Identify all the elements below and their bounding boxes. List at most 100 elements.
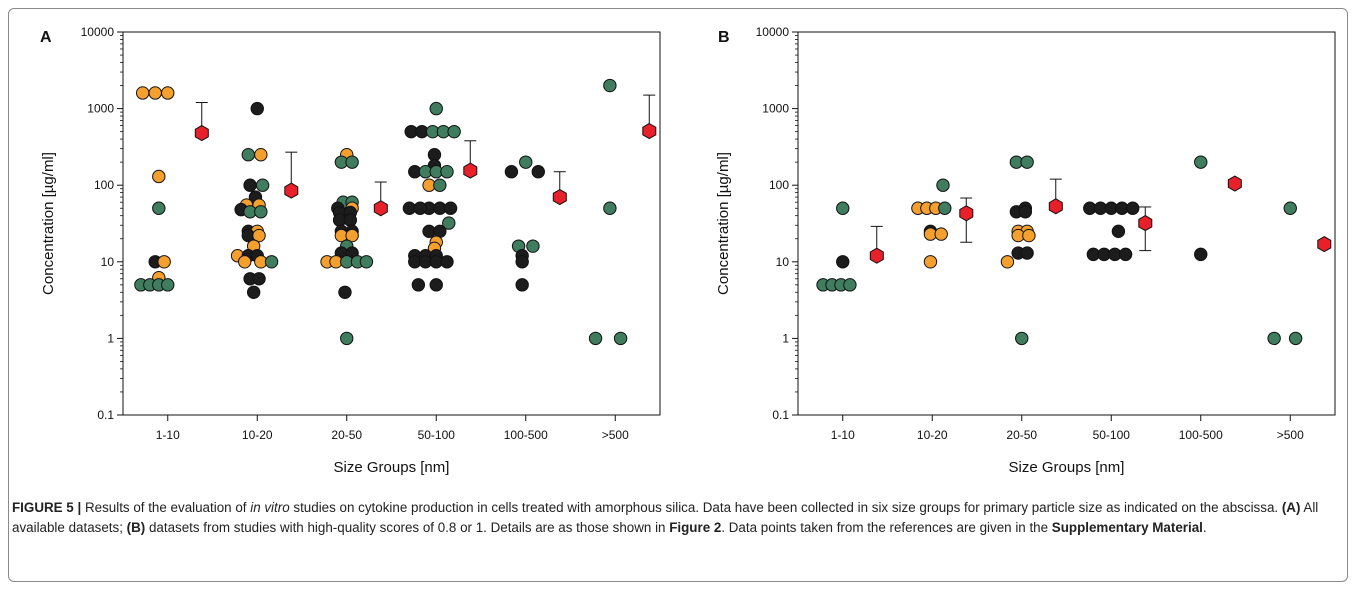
data-point-green bbox=[1267, 331, 1281, 346]
data-point-green bbox=[1020, 155, 1034, 169]
figure-frame bbox=[8, 8, 1348, 582]
data-point-black bbox=[429, 278, 443, 292]
mean-marker bbox=[373, 200, 388, 217]
data-point-black bbox=[343, 213, 358, 227]
data-point-orange bbox=[135, 86, 150, 100]
panel-label: A bbox=[40, 29, 52, 46]
data-point-green bbox=[526, 239, 540, 253]
data-point-green bbox=[241, 148, 256, 162]
data-point-black bbox=[515, 255, 529, 269]
data-point-green bbox=[161, 278, 175, 292]
caption-italic: in vitro bbox=[250, 500, 290, 515]
data-point-black bbox=[1118, 247, 1133, 262]
mean-marker bbox=[284, 182, 299, 199]
data-point-green bbox=[254, 205, 268, 219]
data-point-orange bbox=[157, 255, 171, 269]
data-point-orange bbox=[252, 228, 266, 243]
data-point-black bbox=[252, 272, 266, 286]
caption-label-b: (B) bbox=[126, 520, 146, 535]
caption-figure-label: FIGURE 5 | bbox=[12, 500, 82, 515]
y-tick-label: 1 bbox=[107, 331, 114, 345]
data-point-orange bbox=[148, 86, 162, 100]
data-point-green bbox=[442, 216, 456, 230]
caption-text-2: studies on cytokine production in cells … bbox=[289, 500, 1282, 515]
y-tick-label: 1000 bbox=[762, 102, 789, 116]
data-point-orange bbox=[923, 255, 938, 269]
y-tick-label: 10 bbox=[101, 255, 115, 269]
data-point-black bbox=[1126, 201, 1140, 215]
x-axis-title: Size Groups [nm] bbox=[1009, 459, 1125, 476]
plot-frame bbox=[797, 31, 1336, 416]
plot-frame bbox=[122, 31, 661, 416]
mean-marker bbox=[463, 162, 478, 179]
data-point-green bbox=[447, 124, 461, 139]
x-tick-label: 10-20 bbox=[242, 428, 273, 442]
mean-marker bbox=[869, 247, 884, 264]
data-point-green bbox=[613, 331, 628, 346]
data-point-green bbox=[440, 165, 454, 179]
mean-marker bbox=[552, 189, 567, 206]
caption-text-6: . bbox=[1202, 520, 1207, 535]
data-point-green bbox=[1288, 331, 1303, 346]
data-point-black bbox=[443, 201, 458, 215]
data-point-green bbox=[255, 178, 270, 192]
mean-marker bbox=[1317, 236, 1332, 253]
data-point-black bbox=[836, 255, 850, 269]
mean-marker bbox=[194, 124, 209, 142]
data-point-black bbox=[1194, 247, 1208, 262]
x-tick-label: 20-50 bbox=[1006, 428, 1037, 442]
data-point-green bbox=[938, 201, 952, 215]
mean-marker bbox=[642, 122, 657, 140]
caption-text-1: Results of the evaluation of bbox=[81, 500, 251, 515]
caption-text-5: . Data points taken from the references … bbox=[721, 520, 1052, 535]
y-tick-label: 10 bbox=[776, 255, 790, 269]
caption-label-a: (A) bbox=[1281, 500, 1301, 515]
data-point-black bbox=[338, 285, 352, 299]
y-tick-label: 10000 bbox=[81, 25, 115, 39]
x-tick-label: >500 bbox=[602, 428, 629, 442]
caption-figure-ref: Figure 2 bbox=[669, 520, 722, 535]
y-tick-label: 100 bbox=[94, 178, 114, 192]
x-axis-title: Size Groups [nm] bbox=[334, 459, 450, 476]
data-point-black bbox=[1018, 205, 1033, 219]
panel-a: 0.1 1 10 100 1000 10000 1-10 10-20 20-50 50-100 10… bbox=[40, 25, 661, 476]
data-point-black bbox=[246, 285, 261, 299]
panel-b: 0.1 1 10 100 1000 10000 1-10 10-20 20-50 50-100 10… bbox=[715, 25, 1336, 476]
x-tick-label: >500 bbox=[1277, 428, 1304, 442]
data-point-green bbox=[843, 278, 857, 292]
data-point-orange bbox=[1000, 255, 1015, 269]
data-point-green bbox=[340, 331, 354, 346]
y-axis-title: Concentration [µg/ml] bbox=[715, 152, 732, 295]
data-point-green bbox=[1015, 331, 1029, 346]
mean-marker bbox=[1138, 215, 1153, 232]
data-point-green bbox=[603, 78, 617, 93]
y-tick-label: 1000 bbox=[87, 102, 114, 116]
x-tick-label: 1-10 bbox=[156, 428, 180, 442]
figure-caption: FIGURE 5 | Results of the evaluation of … bbox=[12, 498, 1332, 538]
y-tick-label: 100 bbox=[769, 178, 789, 192]
y-tick-label: 0.1 bbox=[97, 408, 114, 422]
data-point-green bbox=[433, 178, 447, 192]
data-point-black bbox=[413, 201, 427, 215]
caption-supplementary: Supplementary Material bbox=[1051, 520, 1203, 535]
x-tick-label: 100-500 bbox=[1179, 428, 1223, 442]
y-axis-title: Concentration [µg/ml] bbox=[40, 152, 57, 295]
data-point-black bbox=[440, 255, 454, 269]
x-tick-label: 50-100 bbox=[418, 428, 456, 442]
panel-label: B bbox=[718, 29, 730, 46]
x-tick-label: 50-100 bbox=[1093, 428, 1131, 442]
data-point-orange bbox=[254, 148, 268, 162]
y-tick-label: 10000 bbox=[756, 25, 790, 39]
data-point-orange bbox=[238, 255, 252, 269]
data-point-green bbox=[345, 155, 359, 169]
mean-marker bbox=[1048, 198, 1063, 215]
data-point-orange bbox=[345, 228, 359, 243]
data-point-green bbox=[1194, 155, 1208, 169]
data-point-black bbox=[531, 165, 545, 179]
data-point-green bbox=[152, 201, 166, 215]
data-point-black bbox=[1111, 224, 1126, 239]
x-tick-label: 100-500 bbox=[504, 428, 548, 442]
data-point-black bbox=[411, 278, 426, 292]
figure-plots: 0.1 1 10 100 1000 10000 1-10 10-20 20-50 50-100 10… bbox=[40, 25, 1336, 476]
data-point-green bbox=[836, 201, 850, 215]
